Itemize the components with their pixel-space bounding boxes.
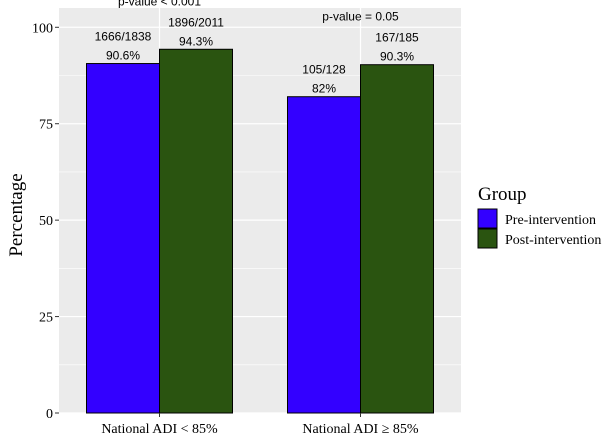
y-tick-label: 100 xyxy=(32,21,53,36)
legend-swatch xyxy=(477,208,498,229)
y-tick-label: 50 xyxy=(39,214,53,229)
bar-labels: 1666/1838 90.6% 105/128 82% 1896/2011 94.3% 16… xyxy=(95,15,419,95)
y-tick-label: 75 xyxy=(39,118,53,133)
bar-count-label: 167/185 xyxy=(375,31,419,45)
legend-label: Post-intervention xyxy=(505,233,601,248)
bars xyxy=(86,48,434,414)
x-tick-label: National ADI < 85% xyxy=(101,422,218,437)
bar-percent-label: 94.3% xyxy=(179,34,213,48)
bar-percent-label: 82% xyxy=(312,82,336,96)
legend-swatch xyxy=(477,228,498,249)
legend-label: Pre-intervention xyxy=(505,213,596,228)
y-axis: 0 25 50 75 100 xyxy=(32,21,59,422)
pvalue-label: p-value < 0.001 xyxy=(118,0,201,8)
bar-post-intervention xyxy=(360,64,434,414)
pvalue-label: p-value = 0.05 xyxy=(322,10,399,24)
bar-pre-intervention xyxy=(86,63,160,414)
bar-count-label: 1896/2011 xyxy=(168,15,224,29)
legend-title: Group xyxy=(478,184,527,205)
x-axis: National ADI < 85% National ADI ≥ 85% xyxy=(101,413,419,437)
pvalue-labels: p-value < 0.001 p-value = 0.05 xyxy=(118,0,399,24)
bar-post-intervention xyxy=(159,48,233,414)
bar-percent-label: 90.6% xyxy=(106,49,140,63)
bar-count-label: 1666/1838 xyxy=(95,30,152,44)
y-axis-label: Percentage xyxy=(6,173,27,256)
y-tick-label: 0 xyxy=(46,407,53,422)
bar-percent-label: 90.3% xyxy=(380,50,414,64)
legend: Group Pre-intervention Post-intervention xyxy=(477,184,601,249)
y-tick-label: 25 xyxy=(39,311,53,326)
bar-pre-intervention xyxy=(287,96,361,414)
bar-count-label: 105/128 xyxy=(302,63,346,77)
x-tick-label: National ADI ≥ 85% xyxy=(302,422,419,437)
